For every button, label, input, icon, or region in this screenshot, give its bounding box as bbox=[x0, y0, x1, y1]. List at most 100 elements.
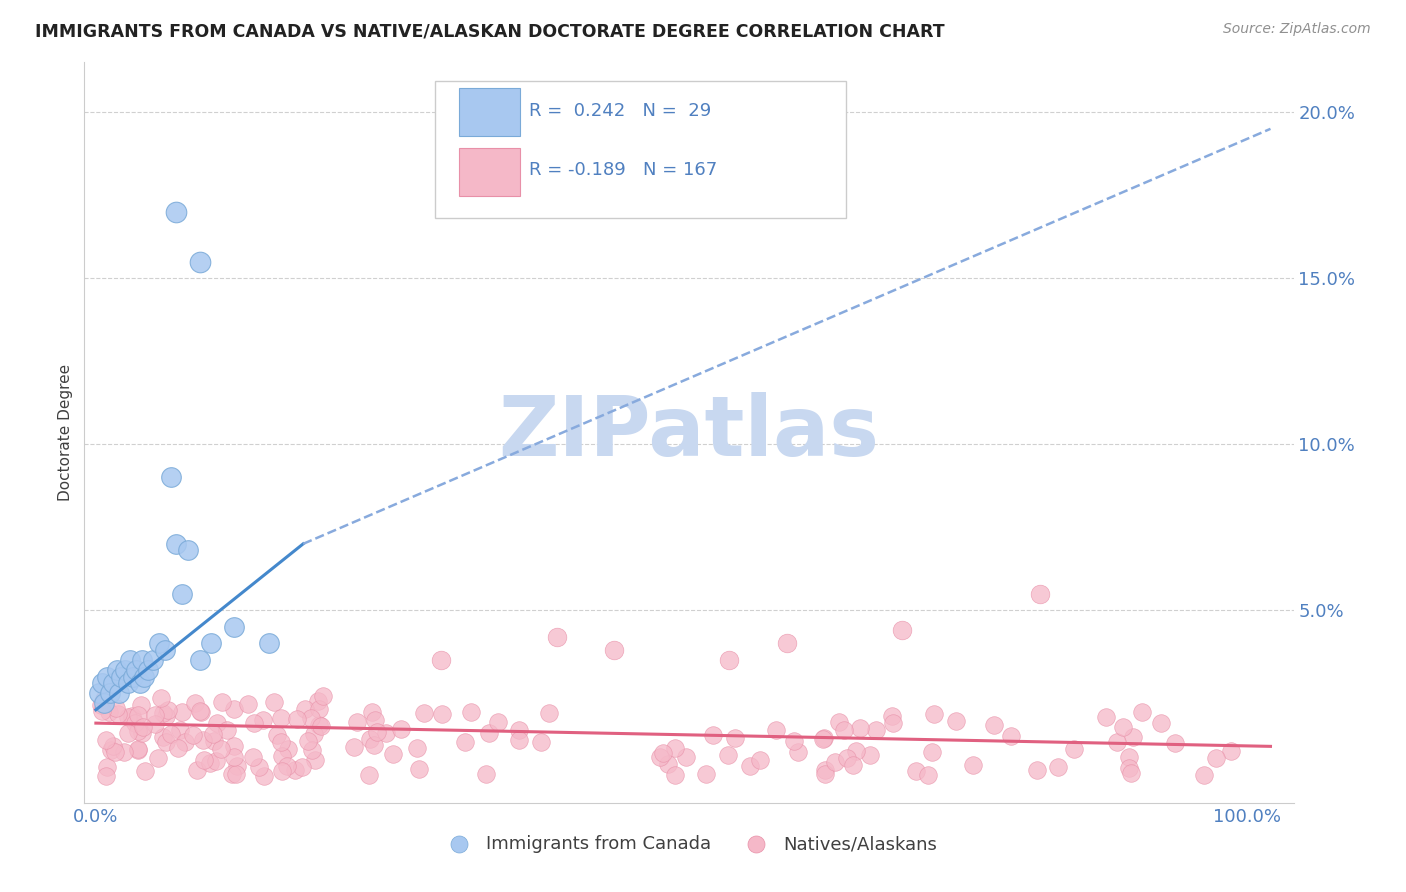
Point bbox=[309, 719, 332, 733]
Point bbox=[112, 745, 135, 759]
Point bbox=[828, 715, 851, 730]
Point bbox=[475, 766, 498, 780]
Point bbox=[1112, 720, 1135, 734]
Point bbox=[121, 670, 143, 684]
Point bbox=[200, 636, 222, 650]
FancyBboxPatch shape bbox=[434, 81, 846, 218]
Point bbox=[1000, 729, 1022, 743]
Point bbox=[882, 716, 904, 731]
Point bbox=[1046, 760, 1069, 774]
Point bbox=[430, 653, 453, 667]
Y-axis label: Doctorate Degree: Doctorate Degree bbox=[58, 364, 73, 501]
Point bbox=[1150, 716, 1173, 731]
Point bbox=[363, 739, 385, 753]
Point bbox=[546, 630, 568, 644]
Point bbox=[301, 743, 323, 757]
Point bbox=[114, 663, 136, 677]
Point bbox=[765, 723, 787, 737]
FancyBboxPatch shape bbox=[460, 88, 520, 136]
Point bbox=[155, 708, 177, 723]
Point bbox=[221, 767, 243, 781]
Point bbox=[648, 749, 671, 764]
Point bbox=[405, 740, 427, 755]
Point bbox=[945, 714, 967, 728]
Point bbox=[132, 720, 155, 734]
Point bbox=[675, 749, 697, 764]
Point bbox=[96, 760, 118, 774]
Point bbox=[166, 204, 188, 219]
Point bbox=[127, 724, 149, 739]
Point bbox=[184, 696, 207, 710]
Point bbox=[917, 768, 939, 782]
Point bbox=[408, 762, 430, 776]
Point bbox=[153, 643, 176, 657]
Point bbox=[346, 715, 368, 730]
Point bbox=[508, 732, 530, 747]
Point bbox=[814, 767, 837, 781]
Point bbox=[181, 728, 204, 742]
Point bbox=[225, 759, 247, 773]
Point bbox=[702, 728, 724, 742]
Point bbox=[93, 692, 115, 706]
Point bbox=[717, 747, 740, 762]
Point bbox=[96, 733, 118, 747]
Point bbox=[412, 706, 434, 720]
Point bbox=[835, 751, 858, 765]
Point bbox=[811, 732, 834, 747]
Point bbox=[131, 653, 153, 667]
Point bbox=[149, 690, 172, 705]
Point bbox=[849, 721, 872, 735]
Point bbox=[508, 723, 530, 737]
Point bbox=[285, 712, 308, 726]
Point bbox=[125, 663, 148, 677]
Text: R = -0.189   N = 167: R = -0.189 N = 167 bbox=[529, 161, 717, 178]
Point bbox=[842, 757, 865, 772]
Point bbox=[215, 723, 238, 737]
Point bbox=[202, 733, 225, 747]
Point bbox=[159, 470, 181, 484]
Point bbox=[530, 735, 553, 749]
Point bbox=[814, 763, 837, 777]
Point bbox=[359, 767, 381, 781]
Point bbox=[124, 716, 146, 731]
FancyBboxPatch shape bbox=[460, 147, 520, 195]
Point bbox=[148, 751, 170, 765]
Point bbox=[190, 705, 212, 719]
Point bbox=[225, 766, 247, 780]
Point bbox=[1118, 750, 1140, 764]
Point bbox=[198, 756, 221, 770]
Point bbox=[983, 718, 1005, 732]
Point bbox=[127, 708, 149, 723]
Point bbox=[432, 706, 454, 721]
Point bbox=[1163, 736, 1185, 750]
Point bbox=[252, 713, 274, 727]
Point bbox=[117, 710, 139, 724]
Point bbox=[308, 702, 330, 716]
Point bbox=[222, 620, 245, 634]
Point bbox=[90, 698, 112, 712]
Point bbox=[211, 695, 233, 709]
Point bbox=[155, 735, 177, 749]
Point bbox=[891, 623, 914, 637]
Point bbox=[121, 710, 143, 724]
Point bbox=[117, 676, 139, 690]
Point bbox=[1119, 765, 1142, 780]
Point bbox=[343, 740, 366, 755]
Point bbox=[1192, 767, 1215, 781]
Text: R =  0.242   N =  29: R = 0.242 N = 29 bbox=[529, 102, 711, 120]
Point bbox=[270, 735, 292, 749]
Point bbox=[117, 726, 139, 740]
Point bbox=[93, 696, 115, 710]
Point bbox=[134, 670, 156, 684]
Point bbox=[156, 702, 179, 716]
Point bbox=[1205, 750, 1227, 764]
Point bbox=[664, 741, 686, 756]
Point bbox=[96, 670, 118, 684]
Point bbox=[148, 636, 170, 650]
Point bbox=[143, 707, 166, 722]
Point bbox=[127, 742, 149, 756]
Point bbox=[89, 686, 111, 700]
Point bbox=[98, 686, 121, 700]
Point bbox=[845, 744, 868, 758]
Point bbox=[131, 726, 153, 740]
